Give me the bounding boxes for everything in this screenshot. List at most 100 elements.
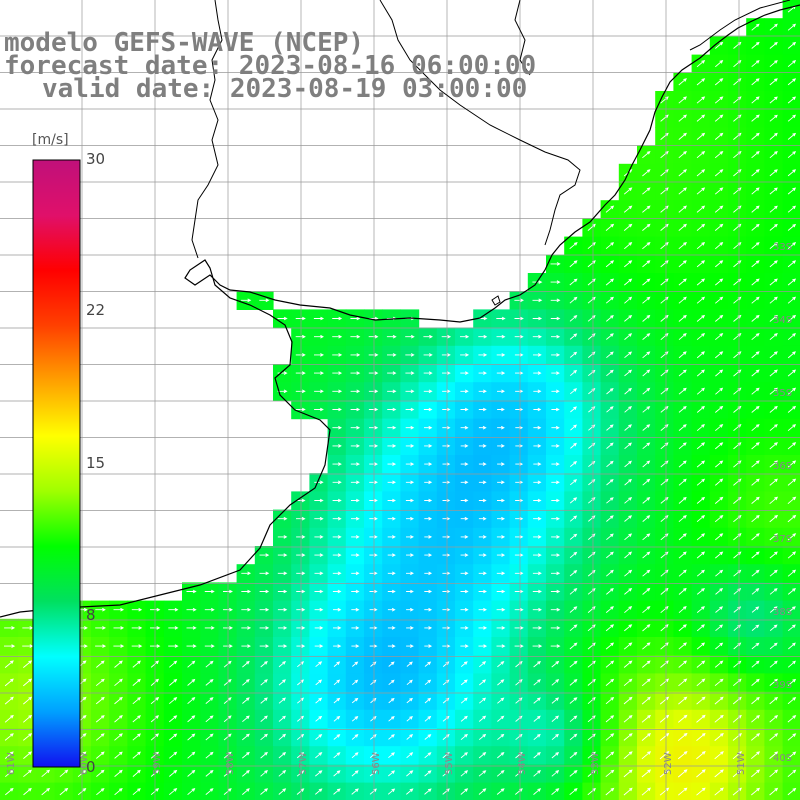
wind-arrow — [678, 587, 687, 595]
wind-arrow — [533, 480, 542, 485]
wind-arrow — [623, 714, 633, 723]
colorbar-gradient — [32, 159, 81, 768]
wind-arrow — [715, 369, 724, 377]
wind-arrow — [95, 607, 106, 612]
wind-arrow — [514, 298, 524, 303]
wind-arrow — [187, 678, 196, 686]
wind-arrow — [677, 732, 688, 742]
wind-arrow — [696, 150, 706, 159]
lat-label: 40S — [773, 753, 792, 764]
wind-arrow — [533, 462, 542, 466]
wind-arrow — [751, 460, 760, 468]
wind-arrow — [131, 607, 143, 612]
wind-arrow — [624, 460, 632, 468]
wind-arrow — [423, 334, 433, 339]
wind-arrow — [569, 315, 578, 322]
wind-arrow — [333, 788, 341, 795]
wind-arrow — [187, 660, 196, 668]
wind-arrow — [696, 551, 706, 559]
wind-arrow — [442, 425, 451, 430]
wind-arrow — [460, 389, 469, 394]
wind-arrow — [442, 553, 451, 557]
wind-arrow — [460, 407, 469, 412]
wind-arrow — [514, 571, 524, 576]
wind-arrow — [496, 770, 505, 777]
wind-arrow — [460, 553, 469, 557]
wind-arrow — [569, 678, 578, 686]
wind-arrow — [696, 387, 705, 395]
wind-arrow — [277, 371, 288, 375]
wind-arrow — [659, 732, 670, 741]
wind-arrow — [696, 187, 706, 195]
wind-arrow — [769, 278, 778, 286]
wind-arrow — [696, 314, 706, 322]
wind-arrow — [297, 715, 305, 722]
wind-arrow — [442, 444, 451, 448]
wind-arrow — [387, 480, 396, 485]
wind-arrow — [533, 535, 542, 539]
wind-arrow — [314, 498, 324, 503]
wind-arrow — [424, 626, 433, 630]
wind-arrow — [678, 96, 687, 104]
wind-arrow — [186, 626, 197, 630]
wind-arrow — [424, 425, 433, 430]
wind-arrow — [405, 389, 415, 394]
wind-arrow — [533, 770, 541, 777]
wind-arrow — [751, 278, 760, 286]
wind-arrow — [787, 369, 797, 377]
wind-arrow — [332, 516, 342, 521]
wind-arrow — [478, 407, 487, 412]
wind-arrow — [642, 660, 651, 668]
wind-arrow — [460, 661, 468, 668]
wind-arrow — [496, 589, 506, 594]
wind-arrow — [570, 406, 577, 413]
wind-arrow — [678, 442, 687, 450]
coastline — [0, 0, 800, 618]
wind-arrow — [406, 644, 414, 648]
wind-arrow — [424, 679, 432, 686]
wind-arrow — [496, 626, 506, 630]
wind-arrow — [642, 406, 651, 413]
wind-arrow — [497, 389, 505, 394]
wind-arrow — [769, 715, 779, 723]
wind-arrow — [315, 788, 323, 795]
wind-arrow — [332, 371, 343, 375]
wind-arrow — [714, 787, 724, 796]
wind-arrow — [460, 462, 469, 466]
wind-arrow — [332, 389, 343, 394]
wind-arrow — [277, 589, 288, 594]
wind-arrow — [606, 551, 614, 559]
wind-arrow — [678, 296, 687, 304]
wind-arrow — [605, 660, 615, 668]
lon-label: 55W — [444, 752, 455, 775]
wind-arrow — [496, 571, 506, 576]
wind-arrow — [714, 223, 724, 231]
wind-arrow — [787, 514, 797, 523]
wind-arrow — [478, 371, 487, 375]
lon-label: 57W — [298, 752, 309, 775]
wind-arrow — [496, 553, 506, 557]
wind-arrow — [515, 462, 524, 466]
wind-arrow — [787, 151, 797, 159]
wind-arrow — [260, 679, 268, 686]
wind-arrow — [769, 642, 778, 650]
wind-arrow — [641, 787, 651, 796]
wind-arrow — [642, 205, 651, 213]
wind-arrow — [205, 769, 214, 777]
wind-arrow — [460, 353, 470, 357]
wind-arrow — [442, 607, 451, 612]
wind-arrow — [4, 696, 14, 705]
wind-arrow — [569, 260, 578, 268]
wind-arrow — [186, 589, 197, 594]
wind-speed-cell — [782, 782, 800, 800]
wind-arrow — [424, 571, 433, 576]
wind-arrow — [787, 278, 797, 286]
wind-arrow — [332, 480, 342, 485]
wind-arrow — [369, 571, 378, 576]
wind-arrow — [369, 535, 378, 539]
wind-arrow — [642, 260, 651, 268]
wind-arrow — [351, 516, 360, 521]
wind-arrow — [714, 696, 724, 705]
wind-arrow — [605, 715, 615, 723]
wind-arrow — [369, 462, 378, 466]
